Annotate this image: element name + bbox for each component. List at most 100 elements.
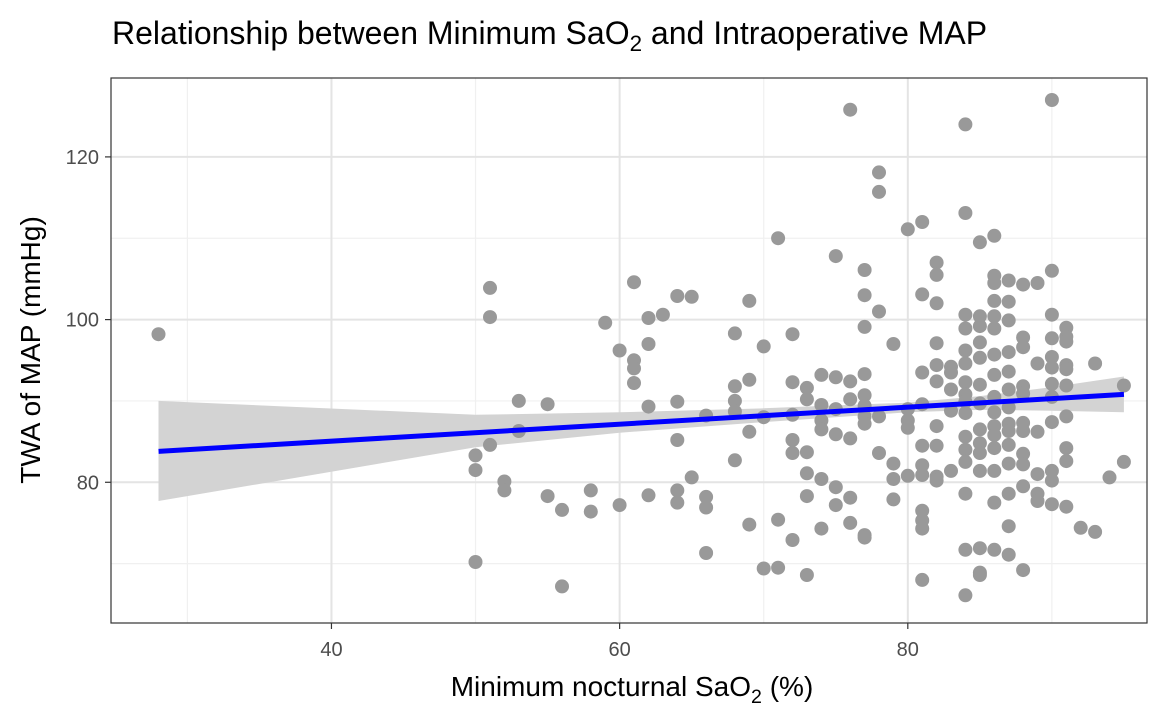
data-point — [612, 498, 627, 513]
data-point — [987, 367, 1002, 382]
data-point — [1030, 467, 1045, 482]
data-point — [857, 388, 872, 403]
data-point — [1001, 456, 1016, 471]
data-point — [972, 335, 987, 350]
data-point — [843, 515, 858, 530]
data-point — [1044, 376, 1059, 391]
data-point — [1044, 497, 1059, 512]
data-point — [540, 489, 555, 504]
data-point — [1059, 378, 1074, 393]
data-point — [929, 296, 944, 311]
data-point — [857, 416, 872, 431]
fit-line-layer — [158, 391, 1125, 454]
data-point — [756, 561, 771, 576]
regression-line — [158, 391, 1125, 454]
data-point — [987, 441, 1002, 456]
data-point — [1001, 364, 1016, 379]
data-point — [1059, 499, 1074, 514]
y-axis-title: TWA of MAP (mmHg) — [15, 216, 46, 484]
data-point — [799, 380, 814, 395]
y-tick-label: 80 — [77, 472, 99, 494]
data-point — [1030, 424, 1045, 439]
data-point — [1001, 382, 1016, 397]
data-point — [929, 255, 944, 270]
data-point — [900, 468, 915, 483]
data-point — [799, 466, 814, 481]
data-point — [814, 422, 829, 437]
data-point — [828, 480, 843, 495]
data-point — [915, 468, 930, 482]
data-point — [987, 276, 1002, 290]
data-point — [799, 568, 814, 582]
data-point — [872, 409, 886, 424]
data-point — [1001, 345, 1016, 360]
data-point — [987, 321, 1002, 336]
data-point — [958, 588, 973, 603]
data-point — [684, 289, 699, 304]
data-point — [699, 489, 714, 504]
data-point — [972, 350, 987, 365]
data-point — [1044, 307, 1059, 322]
data-point — [915, 438, 930, 453]
data-point — [987, 228, 1002, 243]
data-point — [944, 382, 958, 397]
data-point — [987, 309, 1002, 324]
data-point — [468, 463, 483, 478]
data-point — [915, 521, 930, 536]
data-point — [944, 365, 958, 380]
data-point — [483, 280, 497, 295]
data-point — [972, 541, 987, 556]
data-point — [1073, 520, 1088, 535]
data-point — [785, 533, 800, 547]
data-point — [972, 377, 987, 392]
data-point — [1044, 263, 1059, 278]
data-point — [583, 483, 598, 498]
data-point — [900, 420, 915, 435]
data-point — [915, 365, 930, 380]
data-point — [1016, 457, 1031, 472]
data-point — [655, 307, 670, 322]
data-point — [1059, 441, 1074, 456]
data-point — [742, 424, 757, 439]
data-point — [670, 289, 685, 303]
y-tick-label: 120 — [66, 147, 99, 169]
data-point — [641, 488, 656, 503]
data-point — [972, 436, 987, 451]
data-point — [958, 343, 973, 358]
data-point — [972, 446, 987, 460]
data-point — [483, 310, 497, 325]
data-point — [857, 530, 872, 545]
data-point — [511, 393, 526, 408]
data-point — [1030, 494, 1045, 508]
data-point — [1001, 424, 1016, 438]
data-point — [814, 367, 829, 382]
data-point — [929, 267, 944, 282]
data-point — [1116, 378, 1131, 393]
data-point — [929, 473, 944, 488]
panel-border — [110, 77, 1148, 624]
data-point — [972, 463, 987, 478]
data-point — [799, 392, 814, 407]
data-point — [641, 311, 656, 325]
data-point — [583, 504, 598, 519]
data-point — [872, 446, 886, 460]
data-point — [771, 560, 786, 575]
data-point — [958, 442, 973, 457]
data-point — [843, 490, 858, 505]
data-point — [915, 572, 930, 587]
data-point — [1059, 454, 1074, 469]
data-point — [612, 343, 627, 358]
x-tick-label: 60 — [609, 639, 631, 661]
data-point — [929, 438, 944, 453]
data-point — [872, 304, 886, 319]
data-point — [771, 231, 786, 246]
data-point — [627, 376, 641, 390]
data-point — [915, 287, 930, 302]
data-point — [151, 327, 166, 342]
data-point — [799, 445, 814, 460]
data-point — [468, 555, 483, 569]
data-point — [785, 327, 800, 342]
data-point — [1059, 362, 1074, 377]
